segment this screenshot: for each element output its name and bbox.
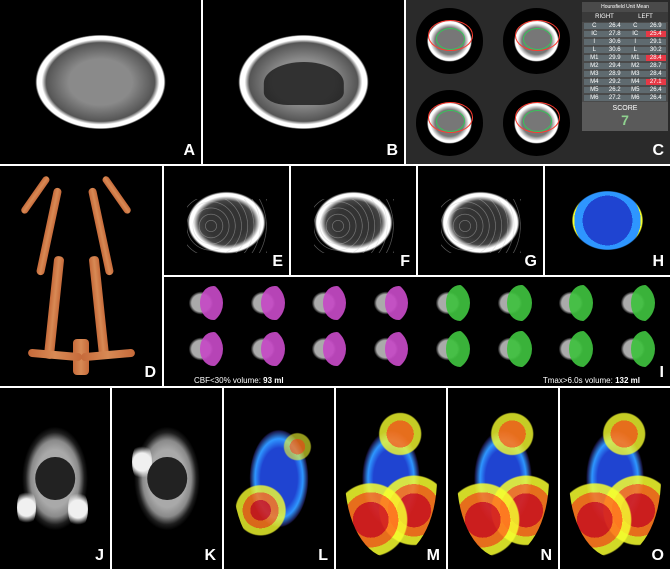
table-row: L30.6L30.2	[582, 46, 668, 54]
perf-brain	[488, 327, 532, 371]
table-row: M526.2M526.4	[582, 86, 668, 94]
panel-m: M	[336, 388, 446, 569]
asl	[336, 388, 446, 569]
aspects-table: Hounsfield Unit Mean RIGHT LEFT C26.4C26…	[582, 2, 668, 131]
score-label: SCORE	[585, 105, 665, 112]
aspects-brain	[406, 0, 493, 82]
perf-brain	[611, 327, 655, 371]
aspects-brain	[493, 82, 580, 164]
perf-brain	[179, 327, 223, 371]
perf-brain	[426, 281, 470, 325]
panel-d: D	[0, 166, 162, 386]
ct-slice	[203, 0, 404, 164]
panel-label: M	[427, 547, 440, 565]
panel-f: F	[291, 166, 416, 275]
score-value: 7	[585, 112, 665, 128]
header-right-col: RIGHT	[584, 14, 625, 20]
table-header: RIGHT LEFT	[582, 12, 668, 22]
panel-label: N	[540, 547, 552, 565]
cta-axial	[164, 166, 289, 275]
panel-k: K	[112, 388, 222, 569]
perf-row-2	[164, 323, 670, 375]
perf-brain	[302, 281, 346, 325]
panel-label: G	[525, 253, 537, 271]
asl	[224, 388, 334, 569]
perf-brain	[426, 327, 470, 371]
table-row: M429.2M427.1	[582, 78, 668, 86]
table-row: IC27.8IC25.4	[582, 30, 668, 38]
cbf-map	[545, 166, 670, 275]
asl	[560, 388, 670, 569]
panel-label: A	[183, 142, 195, 160]
dwi	[112, 388, 222, 569]
panel-label: B	[386, 142, 398, 160]
perf-brain	[179, 281, 223, 325]
aspects-brain	[406, 82, 493, 164]
panel-n: N	[448, 388, 558, 569]
cta-3d	[0, 166, 162, 386]
panel-h: H	[545, 166, 670, 275]
perfusion-summary: CBF<30% volume: 93 ml Tmax>6.0s volume: …	[164, 277, 670, 386]
perf-brain	[488, 281, 532, 325]
ventricle	[263, 62, 343, 105]
vessel-tree	[16, 177, 146, 375]
perf-brain	[241, 327, 285, 371]
panel-label: L	[318, 547, 328, 565]
perf-brain	[364, 327, 408, 371]
tmax-caption: Tmax>6.0s volume: 132 ml	[543, 376, 640, 385]
perf-brain	[364, 281, 408, 325]
table-title: Hounsfield Unit Mean	[582, 2, 668, 12]
panel-g: G	[418, 166, 543, 275]
panel-e: E	[164, 166, 289, 275]
cta-axial	[291, 166, 416, 275]
panel-label: F	[400, 253, 410, 271]
panel-label: I	[660, 364, 664, 382]
perf-brain	[611, 281, 655, 325]
cbf-caption: CBF<30% volume: 93 ml	[194, 376, 284, 385]
aspects-maps	[406, 0, 580, 164]
perf-brain	[549, 327, 593, 371]
perf-row-1	[164, 277, 670, 329]
panel-label: H	[652, 253, 664, 271]
table-row: C26.4C26.9	[582, 22, 668, 30]
panel-label: D	[144, 364, 156, 382]
table-row: M129.9M128.4	[582, 54, 668, 62]
panel-l: L	[224, 388, 334, 569]
table-row: I30.6I29.1	[582, 38, 668, 46]
panel-label: J	[95, 547, 104, 565]
panel-label: C	[652, 142, 664, 160]
table-row: M328.9M328.4	[582, 70, 668, 78]
panel-b: B	[203, 0, 404, 164]
perf-brain	[241, 281, 285, 325]
dwi	[0, 388, 110, 569]
aspects-brain	[493, 0, 580, 82]
asl	[448, 388, 558, 569]
perf-brain	[302, 327, 346, 371]
panel-label: K	[204, 547, 216, 565]
table-row: M627.2M626.4	[582, 94, 668, 102]
panel-label: O	[652, 547, 664, 565]
score-box: SCORE 7	[582, 102, 668, 131]
table-row: M229.4M228.7	[582, 62, 668, 70]
panel-o: O	[560, 388, 670, 569]
header-left-col: LEFT	[625, 14, 666, 20]
perf-brain	[549, 281, 593, 325]
panel-label: E	[272, 253, 283, 271]
panel-a: A	[0, 0, 201, 164]
panel-c: Hounsfield Unit Mean RIGHT LEFT C26.4C26…	[406, 0, 670, 164]
panel-i: CBF<30% volume: 93 ml Tmax>6.0s volume: …	[164, 277, 670, 386]
panel-j: J	[0, 388, 110, 569]
ct-slice	[0, 0, 201, 164]
